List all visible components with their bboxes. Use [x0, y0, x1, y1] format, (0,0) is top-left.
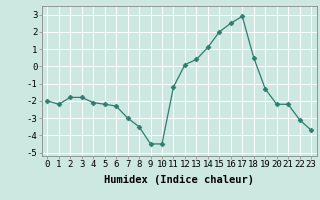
X-axis label: Humidex (Indice chaleur): Humidex (Indice chaleur): [104, 175, 254, 185]
